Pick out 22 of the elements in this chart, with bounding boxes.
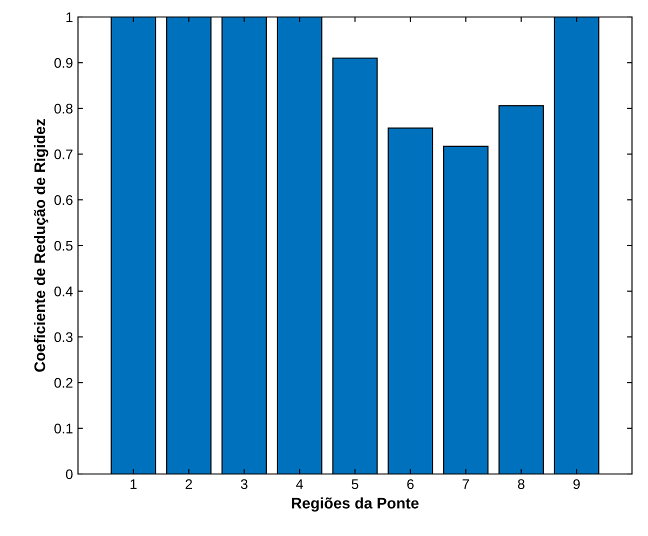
x-tick-label: 3	[240, 479, 248, 490]
y-tick-label: 0.1	[54, 424, 72, 434]
x-axis-title: Regiões da Ponte	[292, 497, 419, 512]
y-tick-label: 0.9	[54, 58, 72, 68]
x-tick-label: 1	[130, 479, 137, 489]
y-tick-label: 0.2	[54, 378, 72, 388]
y-tick-label: 1	[66, 12, 72, 22]
y-tick-label: 0.6	[54, 195, 73, 205]
y-tick-label: 0.4	[54, 286, 73, 296]
x-tick-label: 7	[462, 479, 469, 489]
y-tick-label: 0.7	[54, 149, 72, 160]
x-tick-label: 2	[186, 479, 192, 489]
y-tick-label: 0.5	[54, 240, 73, 251]
y-tick-label: 0	[66, 469, 73, 480]
y-tick-label: 0.8	[54, 104, 73, 114]
x-tick-label: 6	[407, 479, 414, 490]
x-tick-label: 9	[573, 479, 580, 490]
x-tick-label: 5	[352, 479, 358, 490]
y-tick-label: 0.3	[54, 332, 73, 342]
x-tick-label: 8	[518, 479, 524, 490]
y-axis-title: Coeficiente de Redução de Rigidez	[34, 119, 48, 372]
x-tick-label: 4	[296, 479, 304, 489]
